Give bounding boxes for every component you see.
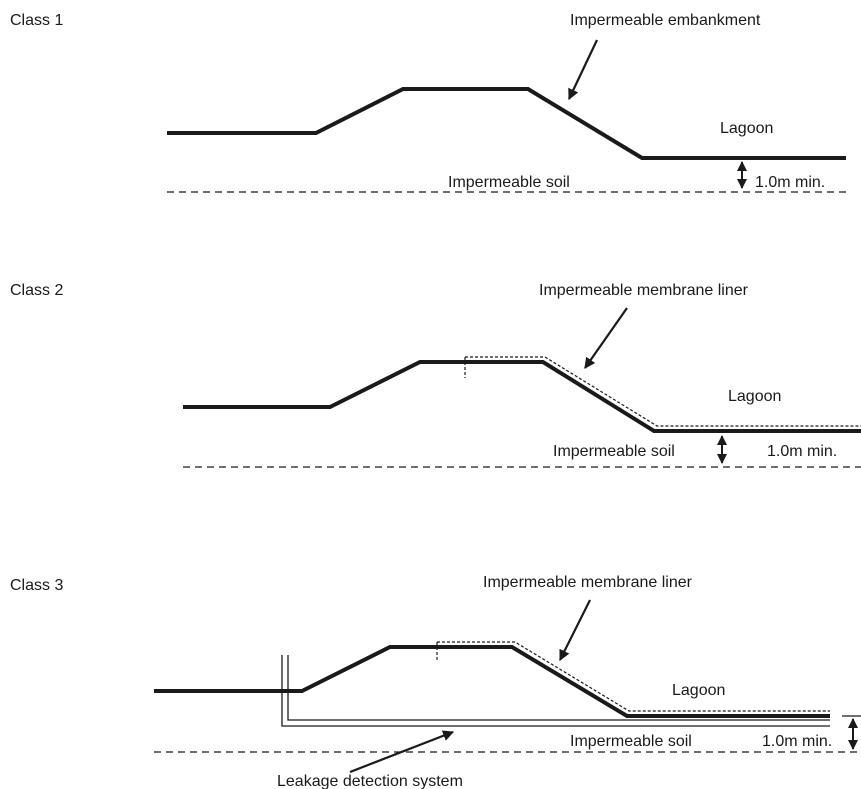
class-3-ground-profile	[154, 645, 830, 718]
class-1-title: Class 1	[10, 12, 63, 29]
class-2-panel: Class 2 Impermeable membrane liner Lagoo…	[10, 282, 861, 468]
class-3-panel: Class 3 Impermeable membrane liner Lagoo…	[10, 574, 861, 789]
class-2-title: Class 2	[10, 282, 63, 299]
class-3-liner-label: Impermeable membrane liner	[483, 574, 693, 591]
class-3-detection-line-inner	[287, 655, 830, 721]
class-3-detection-label: Leakage detection system	[277, 773, 463, 789]
class-3-dimension-label: 1.0m min.	[762, 733, 832, 750]
class-2-membrane-liner	[465, 356, 861, 427]
class-2-dimension-label: 1.0m min.	[767, 443, 837, 460]
class-2-soil-label: Impermeable soil	[553, 443, 675, 460]
class-3-membrane-liner	[437, 641, 830, 712]
class-2-liner-label: Impermeable membrane liner	[539, 282, 749, 299]
class-2-lagoon-label: Lagoon	[728, 388, 781, 405]
class-2-ground-profile	[183, 360, 861, 433]
class-1-dimension-label: 1.0m min.	[755, 174, 825, 191]
class-1-soil-label: Impermeable soil	[448, 174, 570, 191]
class-3-liner-arrow	[559, 599, 591, 661]
class-1-lagoon-label: Lagoon	[720, 120, 773, 137]
class-3-title: Class 3	[10, 577, 63, 594]
class-1-embankment-arrow	[568, 39, 598, 100]
class-3-detection-arrow	[349, 730, 455, 774]
class-3-detection-line-outer	[281, 655, 830, 727]
class-3-lagoon-label: Lagoon	[672, 682, 725, 699]
class-1-embankment-label: Impermeable embankment	[570, 12, 761, 29]
class-1-panel: Class 1 Impermeable embankment Lagoon Im…	[10, 12, 846, 193]
class-3-soil-label: Impermeable soil	[570, 733, 692, 750]
class-1-ground-profile	[167, 87, 846, 160]
class-2-liner-arrow	[584, 307, 628, 369]
